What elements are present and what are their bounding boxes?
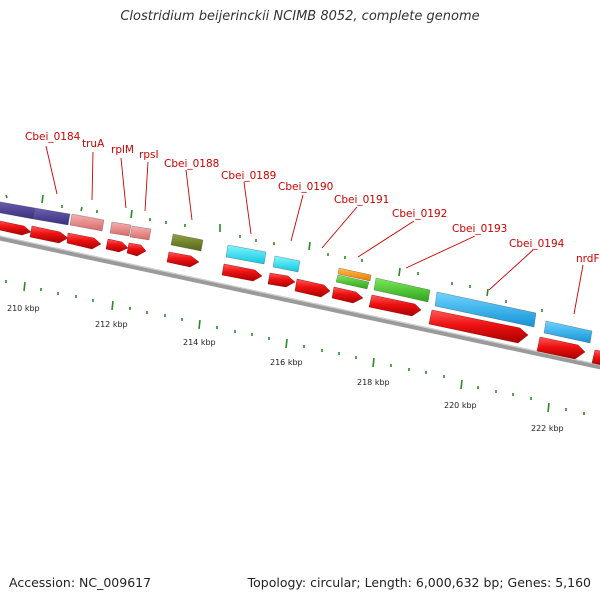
scale-label: 214 kbp <box>183 338 216 347</box>
gene-block <box>69 213 105 232</box>
scale-ticks <box>5 280 585 415</box>
cds-arrow <box>331 286 364 304</box>
gene-block <box>543 320 593 344</box>
gene-label: Cbei_0189 <box>221 170 276 182</box>
cds-arrow <box>428 309 529 344</box>
scale-labels: 210 kbp 212 kbp 214 kbp 216 kbp 218 kbp … <box>7 304 564 433</box>
gene-label: Cbei_0188 <box>164 158 219 170</box>
cds-arrow <box>126 242 147 257</box>
gene-label: Cbei_0192 <box>392 208 447 220</box>
gene-block <box>0 201 36 220</box>
minor-ticks-upper <box>5 194 543 312</box>
scale-label: 216 kbp <box>270 358 303 367</box>
gene-label: Cbei_0190 <box>278 181 333 193</box>
scale-label: 212 kbp <box>95 320 128 329</box>
scale-label: 222 kbp <box>531 424 564 433</box>
gene-label: rpsI <box>139 149 159 161</box>
gene-block <box>32 207 71 226</box>
gene-label: truA <box>82 138 105 150</box>
gene-label: Cbei_0194 <box>509 238 565 250</box>
gene-label: Cbei_0184 <box>25 131 81 143</box>
scale-label: 218 kbp <box>357 378 390 387</box>
cds-arrow <box>0 220 32 236</box>
gene-block <box>272 255 301 273</box>
accession-text: Accession: NC_009617 <box>9 575 152 590</box>
cds-arrow <box>267 272 296 288</box>
scale-label: 210 kbp <box>7 304 40 313</box>
cds-arrow <box>29 225 69 244</box>
gene-block <box>373 277 431 303</box>
gene-labels: Cbei_0184 truA rplM rpsI Cbei_0188 Cbei_… <box>25 131 600 265</box>
gene-block <box>337 267 372 282</box>
gene-block <box>434 291 537 328</box>
cds-arrow <box>368 294 422 317</box>
gene-label: nrdF <box>576 253 600 265</box>
gene-block <box>225 244 267 265</box>
gene-block <box>170 233 204 252</box>
gene-label: Cbei_0191 <box>334 194 389 206</box>
cds-arrow <box>166 251 200 268</box>
gene-block <box>109 221 132 237</box>
label-leaders <box>45 145 584 315</box>
cds-arrow <box>105 238 129 253</box>
cds-track <box>0 220 600 365</box>
cds-arrow <box>221 263 263 282</box>
genome-backbone <box>0 235 600 370</box>
map-title: Clostridium beijerinckii NCIMB 8052, com… <box>120 9 480 24</box>
gene-block-track <box>0 201 593 344</box>
cds-arrow <box>536 336 586 360</box>
cds-arrow <box>294 278 331 298</box>
gene-label: rplM <box>111 144 134 156</box>
scale-label: 220 kbp <box>444 401 477 410</box>
gene-label: Cbei_0193 <box>452 223 507 235</box>
genome-summary-text: Topology: circular; Length: 6,000,632 bp… <box>247 575 591 590</box>
cds-arrow <box>66 232 102 250</box>
cds-arrow <box>591 349 600 365</box>
gene-block <box>335 274 370 290</box>
gene-block <box>129 225 152 241</box>
